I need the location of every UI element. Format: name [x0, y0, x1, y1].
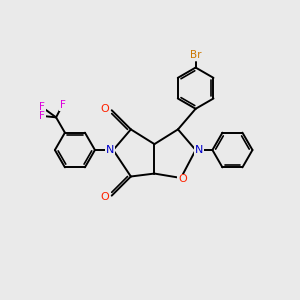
- Text: Br: Br: [190, 50, 201, 60]
- Text: O: O: [178, 174, 187, 184]
- Text: F: F: [39, 111, 45, 121]
- Text: O: O: [100, 192, 109, 202]
- Text: F: F: [39, 102, 45, 112]
- Text: N: N: [106, 145, 114, 155]
- Text: O: O: [100, 104, 109, 114]
- Text: N: N: [194, 145, 203, 155]
- Text: F: F: [60, 100, 65, 110]
